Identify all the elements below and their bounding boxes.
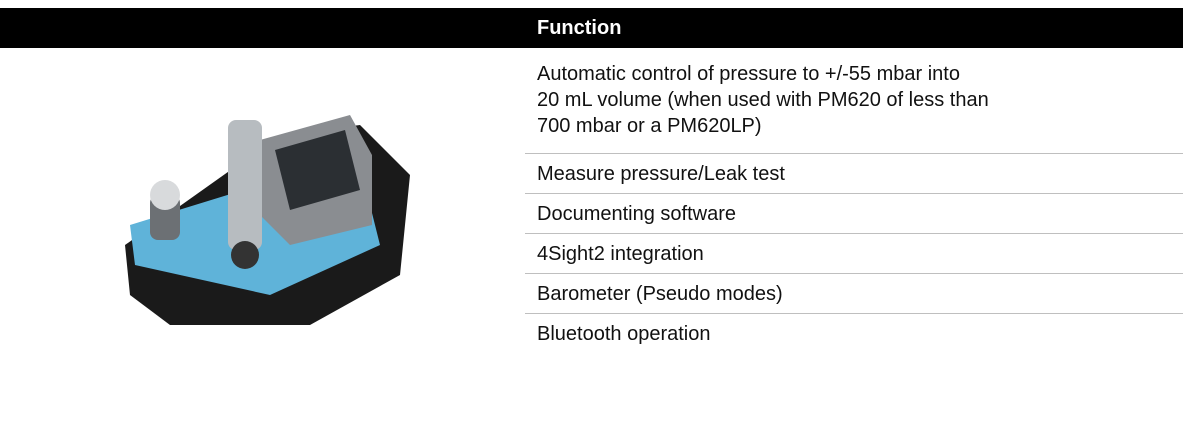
table-row: Automatic control of pressure to +/-55 m… (525, 48, 1183, 154)
table-row: Bluetooth operation (525, 314, 1183, 353)
cell-line: 700 mbar or a PM620LP) (537, 115, 762, 137)
header-text: Function (537, 17, 622, 39)
device-connector (228, 120, 262, 250)
device-screen (275, 130, 360, 210)
cell-text: 4Sight2 integration (537, 242, 704, 265)
cell-text: Measure pressure/Leak test (537, 162, 785, 185)
cell-line: 20 mL volume (when used with PM620 of le… (537, 89, 989, 111)
table-body: Automatic control of pressure to +/-55 m… (525, 48, 1183, 353)
table-header-bar (0, 8, 1183, 48)
table-row: Measure pressure/Leak test (525, 154, 1183, 194)
cell-text: Bluetooth operation (537, 322, 711, 345)
cell-text: Barometer (Pseudo modes) (537, 282, 783, 305)
device-image (125, 115, 410, 325)
device-port (231, 241, 259, 269)
cell-text: Documenting software (537, 202, 736, 225)
device-knob-top (150, 180, 180, 210)
table-row: Documenting software (525, 194, 1183, 234)
table-row: Barometer (Pseudo modes) (525, 274, 1183, 314)
table-row: 4Sight2 integration (525, 234, 1183, 274)
cell-line: Automatic control of pressure to +/-55 m… (537, 63, 960, 85)
